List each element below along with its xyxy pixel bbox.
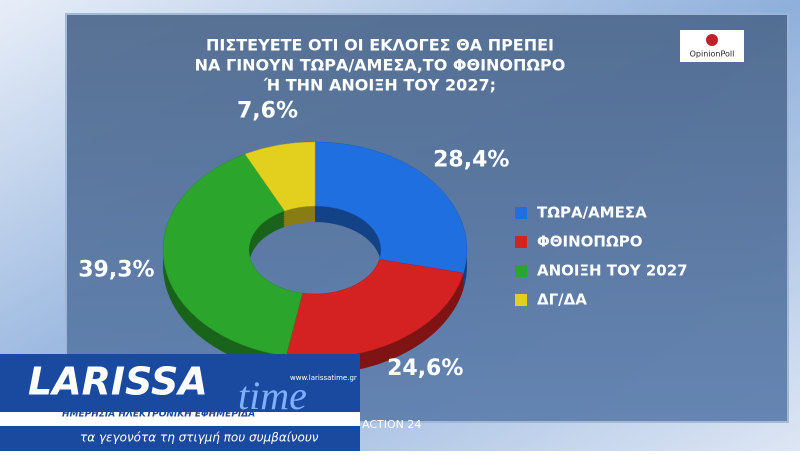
value-label: 7,6% [237,98,298,123]
source-icon [706,34,718,46]
logo-slogan: τα γεγονότα τη στιγμή που συμβαίνουν [80,431,319,445]
logo-subtitle: ΗΜΕΡΗΣΙΑ ΗΛΕΚΤΡΟΝΙΚΗ ΕΦΗΜΕΡΙΔΑ [62,410,255,420]
value-label: 39,3% [78,257,154,282]
slice [162,153,303,357]
logo-name2: time [238,373,307,418]
legend-swatch [515,207,527,219]
legend-label: ΤΩΡΑ/ΑΜΕΣΑ [537,204,647,222]
slice [314,141,468,274]
source: OpinionPoll [690,50,735,59]
donut-chart: 28,4% 24,6% 39,3% 7,6% ΤΩΡΑ/ΑΜΕΣΑ ΦΘΙΝΟΠΩΡΟ ΑΝ… [78,98,687,381]
channel: ACTION 24 [362,418,421,431]
logo: LARISSA time www.larissatime.gr ΗΜΕΡΗΣΙΑ… [0,354,360,451]
chart-title: ΝΑ ΓΙΝΟΥΝ ΤΩΡΑ/ΑΜΕΣΑ,ΤΟ ΦΘΙΝΟΠΩΡΟ [195,56,566,75]
logo-footer [0,426,360,451]
logo-url: www.larissatime.gr [290,374,357,382]
legend-label: ΔΓ/ΔΑ [537,291,587,309]
logo-name: LARISSA [28,360,208,404]
slice [244,141,316,212]
chart-title: ΠΙΣΤΕΥΕΤΕ ΟΤΙ ΟΙ ΕΚΛΟΓΕΣ ΘΑ ΠΡΕΠΕΙ [206,36,554,55]
legend-swatch [515,294,527,306]
legend-label: ΑΝΟΙΞΗ ΤΟΥ 2027 [537,262,688,280]
chart-title: Ή ΤΗΝ ΑΝΟΙΞΗ ΤΟΥ 2027; [263,76,496,95]
logo-band [0,354,360,412]
legend-swatch [515,236,527,248]
legend-swatch [515,265,527,277]
value-label: 28,4% [433,148,509,173]
legend-label: ΦΘΙΝΟΠΩΡΟ [537,233,642,251]
value-label: 24,6% [387,356,463,381]
